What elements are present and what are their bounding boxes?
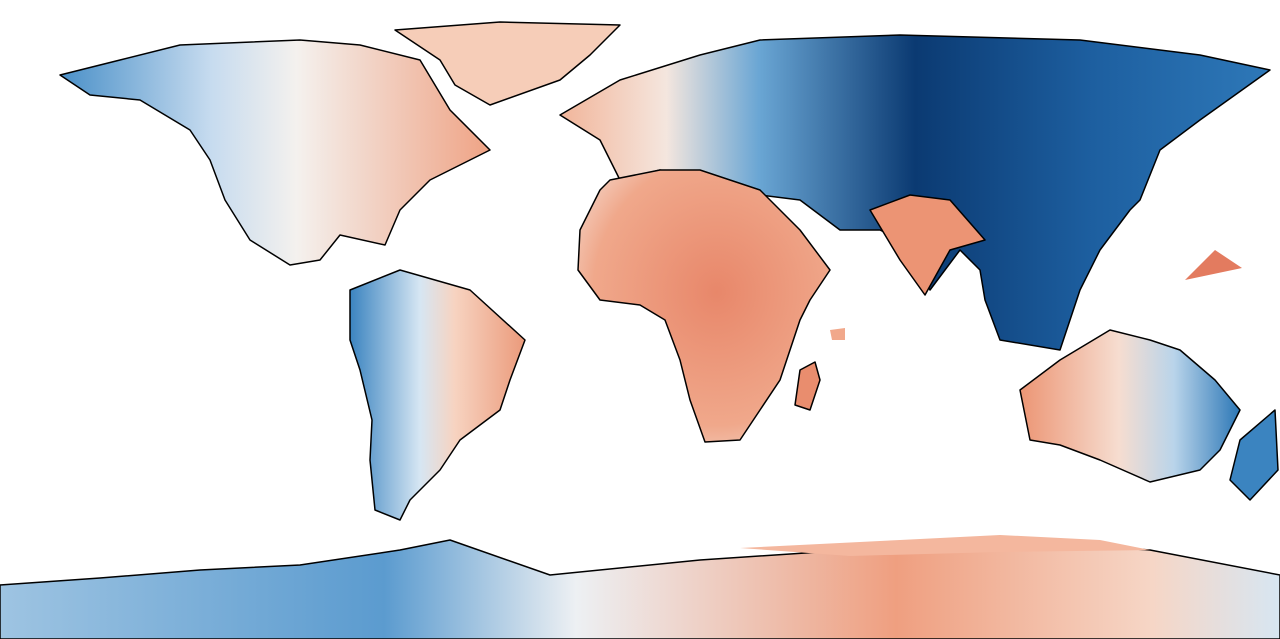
- antarctic-shelf: [740, 535, 1150, 556]
- island-patch: [830, 328, 845, 340]
- new-zealand: [1229, 409, 1279, 501]
- island-patch: [1185, 250, 1242, 280]
- south-america: [349, 269, 526, 521]
- antarctica: [0, 539, 1280, 639]
- india: [869, 194, 986, 296]
- north-america: [59, 39, 491, 266]
- greenland: [394, 21, 621, 106]
- africa: [577, 169, 831, 443]
- madagascar: [794, 361, 821, 411]
- australia: [1019, 329, 1241, 483]
